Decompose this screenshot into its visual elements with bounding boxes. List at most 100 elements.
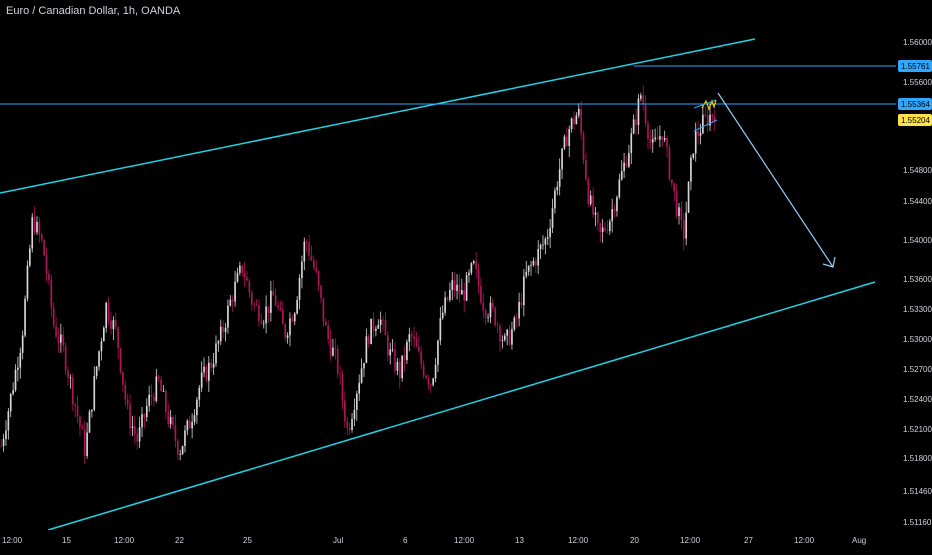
price-label-high: 1.55761 xyxy=(898,60,932,72)
price-axis[interactable]: 1.56000 1.55600 1.54800 1.54400 1.54000 … xyxy=(896,0,932,530)
candle xyxy=(630,133,633,153)
candle xyxy=(379,319,382,325)
candle xyxy=(198,387,201,400)
candle xyxy=(129,404,131,429)
candle xyxy=(43,239,45,256)
candle xyxy=(117,327,119,349)
candle xyxy=(315,268,318,272)
candle xyxy=(702,114,704,134)
candle xyxy=(184,430,186,446)
candle xyxy=(382,319,384,321)
price-tick: 1.55600 xyxy=(903,78,932,87)
candle xyxy=(575,115,578,125)
candle xyxy=(635,119,637,125)
candle xyxy=(19,352,22,368)
candle xyxy=(682,219,685,239)
triangle-pattern[interactable] xyxy=(693,99,718,132)
candle xyxy=(341,374,344,401)
candle xyxy=(437,340,439,365)
candle xyxy=(143,414,146,418)
candle xyxy=(673,183,676,192)
price-tick: 1.52700 xyxy=(903,365,932,374)
candle xyxy=(265,306,267,324)
candle xyxy=(239,265,241,273)
time-tick: 12:00 xyxy=(454,536,475,545)
candle xyxy=(267,306,270,313)
candle xyxy=(165,390,167,412)
candle xyxy=(372,318,375,331)
candle xyxy=(14,369,17,391)
time-tick: Jul xyxy=(333,536,343,545)
candle xyxy=(145,405,148,418)
candle xyxy=(468,272,470,276)
candle xyxy=(451,280,454,291)
candle xyxy=(386,335,389,356)
candle xyxy=(363,362,365,369)
price-tick: 1.53000 xyxy=(903,335,932,344)
candle xyxy=(114,320,117,328)
candle xyxy=(585,159,587,180)
upper-channel-line[interactable] xyxy=(0,38,756,194)
candle xyxy=(704,114,707,116)
candle xyxy=(55,325,57,337)
candle xyxy=(38,221,41,235)
candle xyxy=(336,348,339,374)
symbol-title[interactable]: Euro / Canadian Dollar, 1h, OANDA xyxy=(6,5,181,17)
candle xyxy=(360,368,363,383)
candle xyxy=(119,348,122,372)
candle xyxy=(551,208,554,229)
candle xyxy=(410,334,413,337)
time-tick: 12:00 xyxy=(114,536,135,545)
candle xyxy=(661,136,664,140)
candle xyxy=(680,207,683,220)
lower-channel-line[interactable] xyxy=(47,281,876,531)
candle xyxy=(169,417,172,425)
candle xyxy=(422,364,425,376)
time-tick: 25 xyxy=(243,536,252,545)
candle xyxy=(513,317,516,330)
candle xyxy=(403,355,406,361)
candle xyxy=(666,138,668,148)
candle xyxy=(28,248,31,266)
price-tick: 1.51800 xyxy=(903,454,932,463)
candle xyxy=(0,445,3,447)
candle xyxy=(441,312,444,319)
candle xyxy=(196,399,198,416)
time-tick: 12:00 xyxy=(568,536,589,545)
candle xyxy=(563,136,566,149)
candle xyxy=(475,261,477,270)
candle xyxy=(484,310,487,318)
candle xyxy=(568,128,571,146)
candle xyxy=(623,162,625,172)
candle xyxy=(637,98,640,125)
candle xyxy=(515,317,518,319)
candle xyxy=(286,335,289,338)
candle xyxy=(95,366,98,377)
candle xyxy=(253,304,256,306)
drawings-group xyxy=(0,38,896,531)
candle xyxy=(482,302,485,311)
candle xyxy=(24,298,26,336)
candle xyxy=(305,241,308,243)
candle xyxy=(346,421,349,428)
time-tick: 13 xyxy=(515,536,524,545)
candle xyxy=(401,355,403,378)
candle xyxy=(26,265,29,299)
projection-arrow[interactable] xyxy=(717,92,836,268)
time-tick: 12:00 xyxy=(794,536,815,545)
candle xyxy=(203,366,205,373)
candle xyxy=(191,421,193,429)
candle xyxy=(64,345,67,371)
time-axis[interactable]: 12:00 15 12:00 22 25 Jul 6 12:00 13 12:0… xyxy=(0,530,932,550)
candle xyxy=(685,212,688,239)
candle xyxy=(301,261,303,279)
candle xyxy=(172,417,174,426)
candle xyxy=(642,95,645,104)
candle xyxy=(279,307,282,310)
candle xyxy=(5,430,7,440)
candle xyxy=(487,317,489,318)
candle xyxy=(344,400,346,422)
